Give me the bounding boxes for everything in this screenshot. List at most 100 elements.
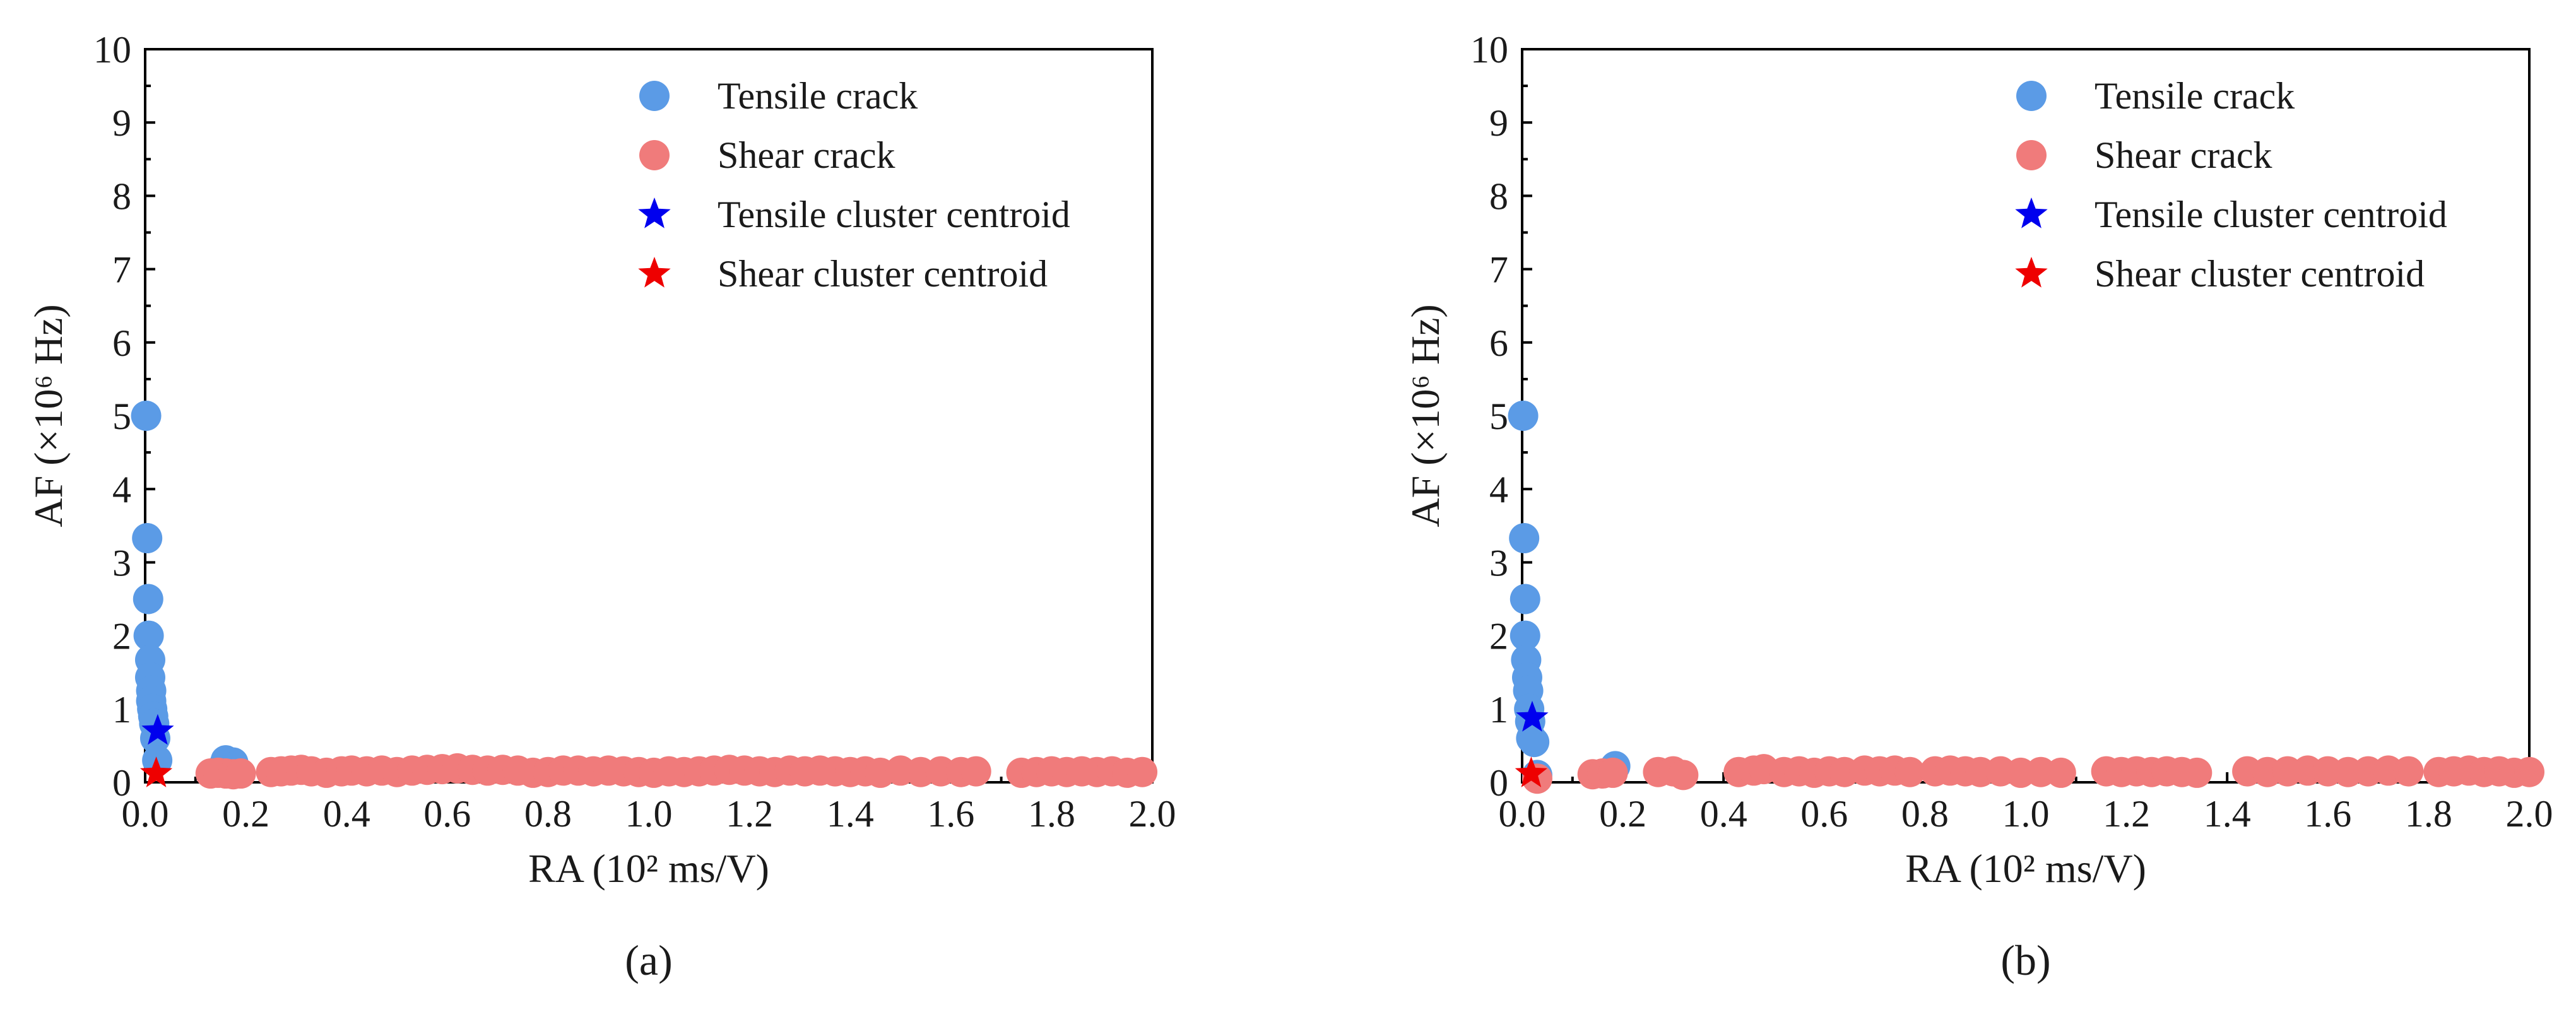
y-tick-label: 5 [1489, 396, 1508, 437]
y-tick-label: 0 [112, 762, 131, 804]
legend-marker-shear-crack [2016, 140, 2047, 170]
legend-label-shear-crack: Shear crack [2094, 134, 2272, 176]
shear-crack-point [960, 756, 991, 787]
x-tick-label: 0.4 [1700, 793, 1747, 835]
y-tick-label: 9 [112, 102, 131, 144]
y-tick-label: 3 [112, 542, 131, 584]
tensile-crack-point [1510, 584, 1540, 614]
x-tick-label: 0.2 [1599, 793, 1646, 835]
panel-label: (b) [2000, 936, 2050, 984]
tensile-crack-point [1519, 727, 1550, 758]
shear-crack-point [225, 758, 256, 789]
x-tick-label: 2.0 [1129, 793, 1176, 835]
shear-crack-point [2045, 757, 2076, 788]
chart-panel-b: 0.0 0.2 0.4 0.6 0.8 1.0 1.2 1.4 1.6 1.8 2.0 0 1 2 3 4 5 6… [1403, 29, 2553, 984]
legend-marker-shear-crack [639, 140, 670, 170]
x-tick-label: 1.8 [1028, 793, 1075, 835]
x-axis-title: RA (10² ms/V) [1905, 846, 2146, 891]
tensile-crack-point [132, 523, 163, 554]
y-tick-label: 2 [1489, 616, 1508, 657]
legend-label-tensile-crack: Tensile crack [2094, 75, 2295, 117]
shear-crack-point [1127, 756, 1158, 787]
series-shear-crack [195, 753, 1158, 790]
y-axis-title: AF (×10⁶ Hz) [26, 304, 71, 527]
y-tick-label: 2 [112, 616, 131, 657]
y-tick-label: 1 [1489, 689, 1508, 731]
series-shear-centroid [1515, 756, 1547, 787]
y-tick-label: 0 [1489, 762, 1508, 804]
y-tick-label: 8 [112, 175, 131, 217]
y-tick-label: 4 [112, 469, 131, 510]
series-tensile-crack [1508, 401, 1631, 791]
x-tick-label: 2.0 [2506, 793, 2553, 835]
series-shear-centroid [139, 756, 173, 787]
tensile-crack-point [133, 620, 164, 651]
x-tick-label: 0.8 [1901, 793, 1949, 835]
tensile-crack-point [133, 584, 163, 614]
legend-label-tensile-crack: Tensile crack [718, 75, 918, 117]
y-tick-label: 10 [1470, 29, 1508, 71]
legend-marker-shear-centroid [2015, 257, 2048, 288]
legend-marker-tensile-crack [639, 81, 670, 111]
x-tick-label: 0.8 [524, 793, 572, 835]
y-tick-label: 6 [1489, 322, 1508, 364]
legend-marker-tensile-centroid [2015, 197, 2048, 228]
x-tick-label: 1.6 [2304, 793, 2351, 835]
legend-marker-tensile-centroid [638, 197, 671, 228]
shear-centroid-point [1515, 756, 1547, 787]
y-tick-label: 1 [112, 689, 131, 731]
shear-crack-point [2514, 756, 2544, 787]
x-tick-label: 0.2 [222, 793, 269, 835]
x-tick-label: 1.4 [827, 793, 874, 835]
y-tick-label: 3 [1489, 542, 1508, 584]
tensile-crack-point [1510, 620, 1540, 651]
shear-crack-point [2182, 757, 2213, 788]
y-tick-label: 8 [1489, 175, 1508, 217]
shear-crack-point [1597, 757, 1628, 788]
x-tick-label: 1.4 [2204, 793, 2251, 835]
tensile-crack-point [1508, 401, 1539, 431]
x-tick-label: 1.2 [2103, 793, 2150, 835]
y-tick-label: 9 [1489, 102, 1508, 144]
x-tick-label: 1.0 [2002, 793, 2050, 835]
shear-crack-point [1668, 760, 1699, 791]
x-tick-label: 0.0 [1499, 793, 1546, 835]
shear-crack-point [1894, 756, 1925, 787]
tensile-crack-point [1509, 523, 1540, 554]
panel-label: (a) [625, 936, 672, 984]
y-tick-label: 10 [93, 29, 131, 71]
shear-centroid-point [139, 756, 173, 787]
legend-label-shear-centroid: Shear cluster centroid [2094, 253, 2425, 295]
legend-label-tensile-centroid: Tensile cluster centroid [718, 194, 1070, 235]
legend-label-shear-centroid: Shear cluster centroid [718, 253, 1048, 295]
x-tick-label: 1.0 [625, 793, 673, 835]
x-tick-label: 1.2 [726, 793, 773, 835]
y-axis-title: AF (×10⁶ Hz) [1403, 304, 1448, 527]
y-tick-label: 7 [1489, 249, 1508, 291]
x-tick-label: 0.4 [323, 793, 370, 835]
tensile-crack-point [131, 401, 162, 431]
x-tick-label: 1.6 [927, 793, 974, 835]
legend: Tensile crack Shear crack Tensile cluster … [638, 75, 1070, 295]
y-tick-label: 7 [112, 249, 131, 291]
legend-label-shear-crack: Shear crack [718, 134, 895, 176]
y-tick-label: 4 [1489, 469, 1508, 510]
legend: Tensile crack Shear crack Tensile cluster … [2015, 75, 2447, 295]
series-shear-crack [1521, 754, 2544, 794]
tensile-centroid-point [1516, 700, 1549, 732]
chart-panel-a: 0.0 0.2 0.4 0.6 0.8 1.0 1.2 1.4 1.6 1.8 2.0 0 1 2 3 4 5 6… [26, 29, 1176, 984]
x-tick-label: 1.8 [2405, 793, 2452, 835]
y-tick-label: 6 [112, 322, 131, 364]
x-tick-label: 0.0 [122, 793, 169, 835]
x-tick-label: 0.6 [423, 793, 471, 835]
series-tensile-centroid [141, 714, 174, 745]
series-tensile-centroid [1516, 700, 1549, 732]
shear-crack-point [2393, 756, 2424, 787]
tensile-centroid-point [141, 714, 174, 745]
legend-marker-tensile-crack [2016, 81, 2047, 111]
y-tick-label: 5 [112, 396, 131, 437]
x-tick-label: 0.6 [1800, 793, 1848, 835]
legend-marker-shear-centroid [638, 257, 671, 288]
legend-label-tensile-centroid: Tensile cluster centroid [2094, 194, 2447, 235]
